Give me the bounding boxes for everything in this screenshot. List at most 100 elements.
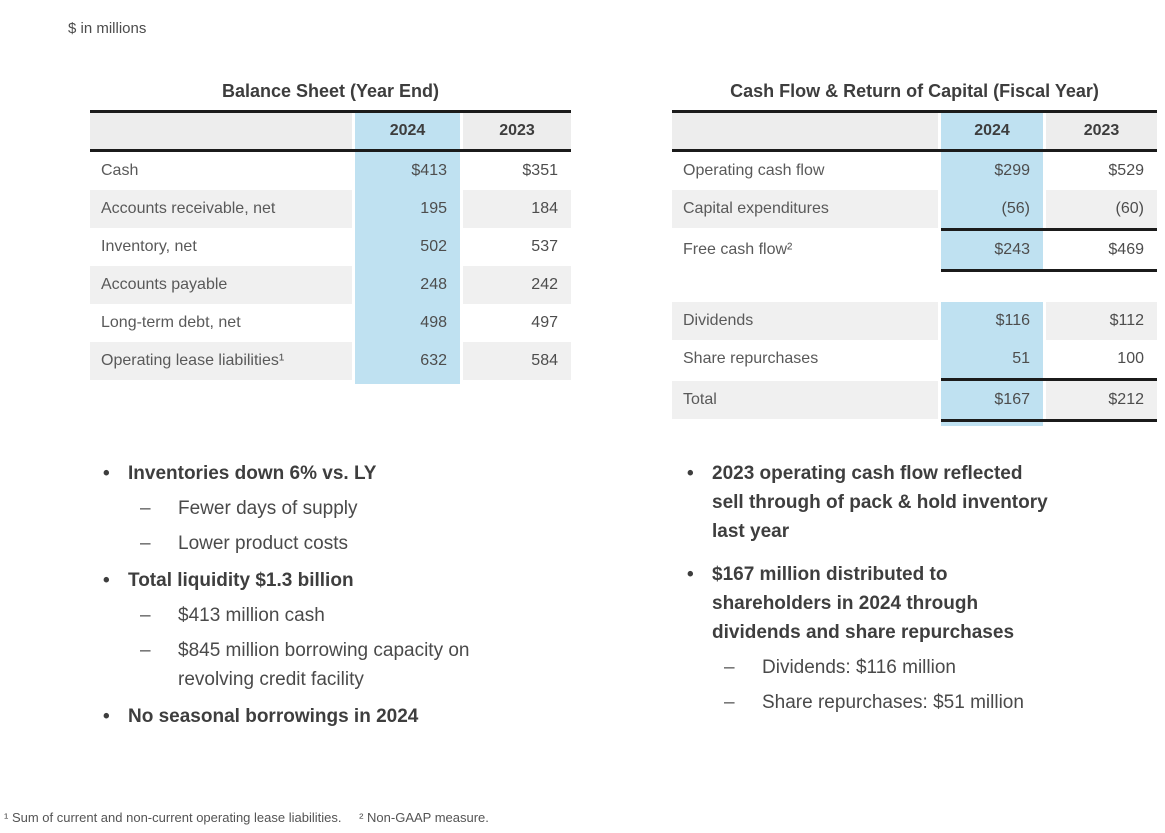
bullet-icon: • [103,463,110,484]
year-header-2024: 2024 [355,113,460,149]
value-2023: $351 [522,162,558,179]
row-label: Capital expenditures [672,190,938,228]
value-2023: 242 [463,266,571,304]
sub-bullet-item: – Fewer days of supply [103,494,573,523]
value-2023: $112 [1046,302,1157,340]
header-rule [672,149,1157,152]
bullet-text: Inventories down 6% vs. LY [128,463,377,484]
subtotal-rule [941,228,1157,231]
cash-flow-highlights: • 2023 operating cash flow reflected sel… [687,459,1132,723]
header-spacer-cell [90,113,352,149]
sub-bullet-item: – $845 million borrowing capacity on rev… [103,636,573,694]
dash-icon: – [724,657,735,678]
bullet-item: • 2023 operating cash flow reflected sel… [687,459,1132,546]
dash-icon: – [140,498,151,519]
value-2024: 248 [355,266,460,304]
highlight-column-tail [355,380,460,384]
value-2024: 195 [355,190,460,228]
sub-bullet-text: Fewer days of supply [178,498,358,519]
value-2023: 537 [531,238,558,255]
value-2024: 51 [941,340,1043,378]
sub-bullet-text: $413 million cash [178,605,325,626]
bullet-text: No seasonal borrowings in 2024 [128,706,419,727]
table-row: Operating lease liabilities¹ 632 584 [90,342,571,380]
table-row: Accounts receivable, net 195 184 [90,190,571,228]
balance-sheet-highlights: • Inventories down 6% vs. LY – Fewer day… [103,459,573,737]
dash-icon: – [140,533,151,554]
table-row: Share repurchases 51 100 [672,340,1157,378]
value-2023: $212 [1046,381,1157,419]
table-row: Cash $413 $351 [90,152,571,190]
row-label: Operating lease liabilities¹ [90,342,352,380]
year-header-2023: 2023 [1046,113,1157,149]
table-row: Inventory, net 502 537 [90,228,571,266]
sub-bullet-item: – Dividends: $116 million [687,653,1132,682]
total-rule [941,419,1157,422]
sub-bullet-item: – Share repurchases: $51 million [687,688,1132,717]
highlight-column-tail [941,422,1043,426]
value-2024: $116 [941,302,1043,340]
value-2024: $167 [941,381,1043,419]
row-label: Accounts receivable, net [90,190,352,228]
sub-bullet-text: Share repurchases: $51 million [762,692,1024,713]
total-rule [941,378,1157,381]
table-row: Free cash flow² $243 $469 [672,231,1157,269]
table-row: Accounts payable 248 242 [90,266,571,304]
footnote-2: ² Non-GAAP measure. [359,810,489,825]
dash-icon: – [140,640,151,661]
bullet-item: • Total liquidity $1.3 billion [103,566,573,595]
balance-sheet-section: Balance Sheet (Year End) 2024 2023 Cash … [90,80,571,384]
bullet-item: • $167 million distributed to shareholde… [687,560,1132,647]
bullet-text: 2023 operating cash flow reflected sell … [712,463,1048,542]
header-rule [90,149,571,152]
value-2023: $469 [1108,241,1144,258]
row-label: Operating cash flow [683,162,825,179]
value-2023: 497 [531,314,558,331]
table-row: Long-term debt, net 498 497 [90,304,571,342]
value-2023: (60) [1046,190,1157,228]
cash-flow-section: Cash Flow & Return of Capital (Fiscal Ye… [672,80,1157,426]
cash-flow-header-row: 2024 2023 [672,113,1157,149]
footnote: ¹ Sum of current and non-current operati… [4,810,489,825]
year-header-2023: 2023 [463,113,571,149]
bullet-text: Total liquidity $1.3 billion [128,570,354,591]
row-label: Free cash flow² [683,241,793,258]
row-label: Accounts payable [90,266,352,304]
value-2023: $529 [1108,162,1144,179]
bullet-icon: • [103,706,110,727]
row-label: Long-term debt, net [101,314,241,331]
dash-icon: – [724,692,735,713]
sub-bullet-text: Dividends: $116 million [762,657,956,678]
value-2023: 100 [1117,350,1144,367]
balance-sheet-header-row: 2024 2023 [90,113,571,149]
table-row: Total $167 $212 [672,381,1157,419]
bullet-text: $167 million distributed to shareholders… [712,564,1015,643]
bullet-item: • Inventories down 6% vs. LY [103,459,573,488]
sub-bullet-text: $845 million borrowing capacity on revol… [178,640,470,690]
bullet-icon: • [687,463,694,484]
sub-bullet-item: – $413 million cash [103,601,573,630]
row-label: Dividends [672,302,938,340]
row-label: Inventory, net [101,238,197,255]
value-2024: 502 [355,228,460,266]
bullet-item: • No seasonal borrowings in 2024 [103,702,573,731]
year-header-2024: 2024 [941,113,1043,149]
row-label: Share repurchases [683,350,819,367]
bullet-icon: • [687,564,694,585]
cash-flow-title: Cash Flow & Return of Capital (Fiscal Ye… [730,81,1099,101]
subtotal-rule [941,269,1157,272]
footnote-1: ¹ Sum of current and non-current operati… [4,810,342,825]
value-2024: (56) [941,190,1043,228]
header-spacer-cell [672,113,938,149]
table-row: Dividends $116 $112 [672,302,1157,340]
row-label: Cash [101,162,139,179]
top-rule [90,110,571,113]
balance-sheet-title: Balance Sheet (Year End) [221,81,440,101]
value-2024: $413 [355,152,460,190]
dash-icon: – [140,605,151,626]
bullet-icon: • [103,570,110,591]
table-row: Capital expenditures (56) (60) [672,190,1157,228]
value-2024: $299 [941,152,1043,190]
value-2024: 498 [355,304,460,342]
